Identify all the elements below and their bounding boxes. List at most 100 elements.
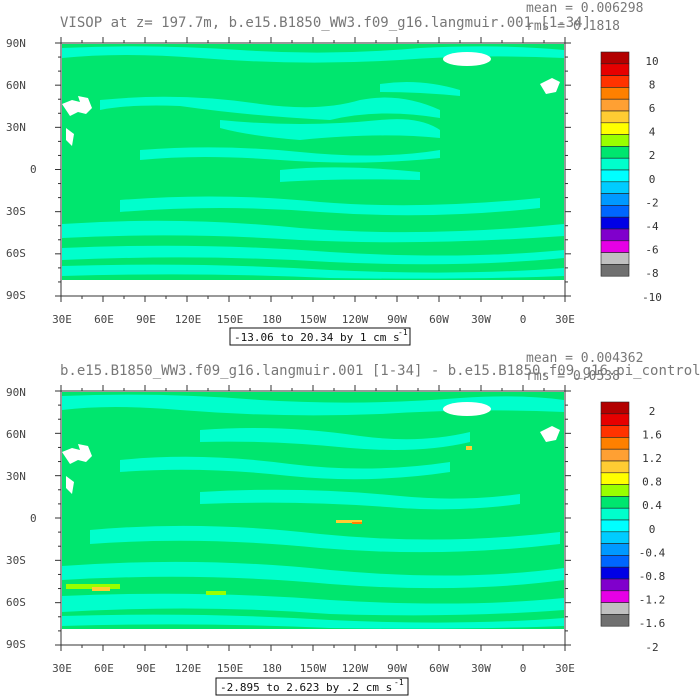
panel-2-anomaly-patches — [66, 446, 472, 595]
panel-1-ocean-field — [62, 44, 564, 280]
colorbar-swatch — [600, 122, 630, 135]
panel-1-lat-label: 30N — [6, 121, 26, 134]
panel-1-lon-axis: 30E 60E 90E 120E 150E 180 150W 120W 90W … — [52, 313, 575, 326]
colorbar-swatch — [600, 240, 630, 253]
colorbar-swatch — [600, 448, 630, 462]
panel-2-lon-label: 150W — [300, 662, 327, 675]
panel-2-ocean-field — [62, 392, 564, 629]
colorbar-label: -0.8 — [639, 570, 666, 583]
colorbar-swatch — [600, 484, 630, 497]
colorbar-swatch — [600, 425, 630, 438]
panel-1-lon-label: 150E — [217, 313, 244, 326]
colorbar-label: 2 — [649, 405, 656, 418]
panel-1-lon-label: 60E — [94, 313, 114, 326]
panel-1-colorbar: 10 8 6 4 2 0 -2 -4 -6 -8 -10 — [600, 51, 662, 304]
colorbar-swatch — [600, 614, 630, 627]
panel-2-lon-label: 90E — [136, 662, 156, 675]
colorbar-label: 4 — [649, 126, 656, 139]
panel-2-lon-label: 120E — [175, 662, 202, 675]
colorbar-swatch — [600, 51, 630, 65]
panel-2-land-gulf — [66, 476, 74, 494]
panel-1-rms: rms = 0.1818 — [526, 19, 620, 34]
colorbar-label: 6 — [649, 102, 656, 115]
panel-2-lon-label: 120W — [342, 662, 369, 675]
colorbar-swatch — [600, 437, 630, 450]
colorbar-swatch — [600, 507, 630, 521]
panel-2-ticks — [55, 385, 571, 651]
colorbar-swatch — [600, 252, 630, 265]
colorbar-label: 0.8 — [642, 476, 662, 489]
panel-1-land-gulf — [66, 128, 74, 146]
panel-2-lon-label: 90W — [387, 662, 407, 675]
panel-1-lat-label: 60S — [6, 247, 26, 260]
colorbar-swatch — [600, 531, 630, 544]
colorbar-swatch — [600, 98, 630, 112]
colorbar-label: 0 — [649, 173, 656, 186]
panel-1-land-hudson — [540, 78, 560, 94]
panel-1-range-text: -13.06 to 20.34 by 1 cm s — [234, 331, 400, 344]
panel-2-rms: rms = 0.0538 — [526, 369, 620, 384]
colorbar-label: -0.4 — [639, 546, 666, 559]
colorbar-swatch — [600, 413, 630, 426]
panel-1-range-sup: -1 — [398, 328, 408, 337]
panel-2-lat-label: 30N — [6, 470, 26, 483]
panel-1-lon-label: 180 — [262, 313, 282, 326]
colorbar-swatch — [600, 63, 630, 76]
colorbar-swatch — [600, 496, 630, 509]
panel-2-lat-label: 90S — [6, 638, 26, 651]
panel-1-antarctica — [62, 280, 564, 296]
colorbar-label: 0 — [649, 523, 656, 536]
panel-1-lon-label: 150W — [300, 313, 327, 326]
panel-1-title: VISOP at z= 197.7m, b.e15.B1850_WW3.f09_… — [60, 15, 591, 31]
colorbar-swatch — [600, 110, 630, 124]
panel-2-lon-label: 60E — [94, 662, 114, 675]
panel-1-negative-bands — [62, 46, 564, 279]
panel-2-greenland — [443, 402, 491, 416]
panel-2-land-hudson — [540, 426, 560, 442]
colorbar-swatch — [600, 460, 630, 474]
panel-2-lon-label: 180 — [262, 662, 282, 675]
panel-2-lat-axis: 90N 60N 30N 0 30S 60S 90S — [6, 386, 37, 651]
panel-1-lon-label: 120E — [175, 313, 202, 326]
colorbar-swatch — [600, 146, 630, 159]
panel-2-lat-label: 30S — [6, 554, 26, 567]
colorbar-swatch — [600, 401, 630, 415]
panel-1-lat-label: 60N — [6, 79, 26, 92]
colorbar-label: 8 — [649, 78, 656, 91]
colorbar-swatch — [600, 602, 630, 615]
panel-2-land-caspian — [62, 444, 92, 464]
panel-2-lat-label: 60N — [6, 428, 26, 441]
colorbar-swatch — [600, 264, 630, 277]
colorbar-swatch — [600, 555, 630, 568]
panel-1-lat-axis: 90N 60N 30N 0 30S 60S 90S — [6, 37, 37, 302]
panel-1-lon-label: 60W — [429, 313, 449, 326]
colorbar-label: -1.6 — [639, 617, 666, 630]
panel-1-lon-label: 30E — [555, 313, 575, 326]
colorbar-swatch — [600, 157, 630, 171]
colorbar-swatch — [600, 578, 630, 592]
panel-2-lon-label: 30E — [52, 662, 72, 675]
panel-1-lat-label: 90N — [6, 37, 26, 50]
colorbar-label: -2 — [645, 641, 658, 654]
panel-2-lon-label: 150E — [217, 662, 244, 675]
panel-2-lon-label: 30E — [555, 662, 575, 675]
panel-1-lat-label: 0 — [30, 163, 37, 176]
colorbar-swatch — [600, 205, 630, 218]
panel-1-lon-label: 90E — [136, 313, 156, 326]
colorbar-swatch — [600, 566, 630, 580]
colorbar-swatch — [600, 181, 630, 194]
panel-2-lat-label: 60S — [6, 596, 26, 609]
colorbar-label: 2 — [649, 149, 656, 162]
panel-1-ticks — [55, 37, 571, 302]
panel-1-land-caspian — [62, 96, 92, 116]
panel-2-lon-label: 0 — [520, 662, 527, 675]
colorbar-swatch — [600, 134, 630, 147]
panel-2-range-text: -2.895 to 2.623 by .2 cm s — [220, 681, 392, 694]
colorbar-label: -6 — [645, 244, 658, 257]
colorbar-swatch — [600, 216, 630, 230]
panel-2-mean: mean = 0.004362 — [526, 351, 643, 366]
panel-2-lat-label: 0 — [30, 512, 37, 525]
colorbar-swatch — [600, 590, 630, 603]
panel-2-range-box: -2.895 to 2.623 by .2 cm s -1 — [215, 677, 409, 696]
panel-2-title: b.e15.B1850_WW3.f09_g16.langmuir.001 [1-… — [60, 363, 700, 379]
